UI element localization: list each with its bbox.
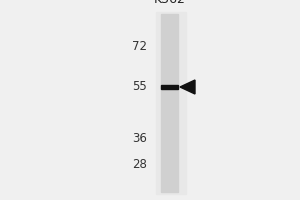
Text: 55: 55 xyxy=(132,80,147,92)
Text: 36: 36 xyxy=(132,132,147,144)
Bar xyxy=(160,85,178,89)
Bar xyxy=(160,14,178,192)
Polygon shape xyxy=(180,80,195,94)
Bar xyxy=(156,12,186,194)
Text: 28: 28 xyxy=(132,158,147,170)
Text: 72: 72 xyxy=(132,40,147,52)
Text: K562: K562 xyxy=(154,0,185,6)
